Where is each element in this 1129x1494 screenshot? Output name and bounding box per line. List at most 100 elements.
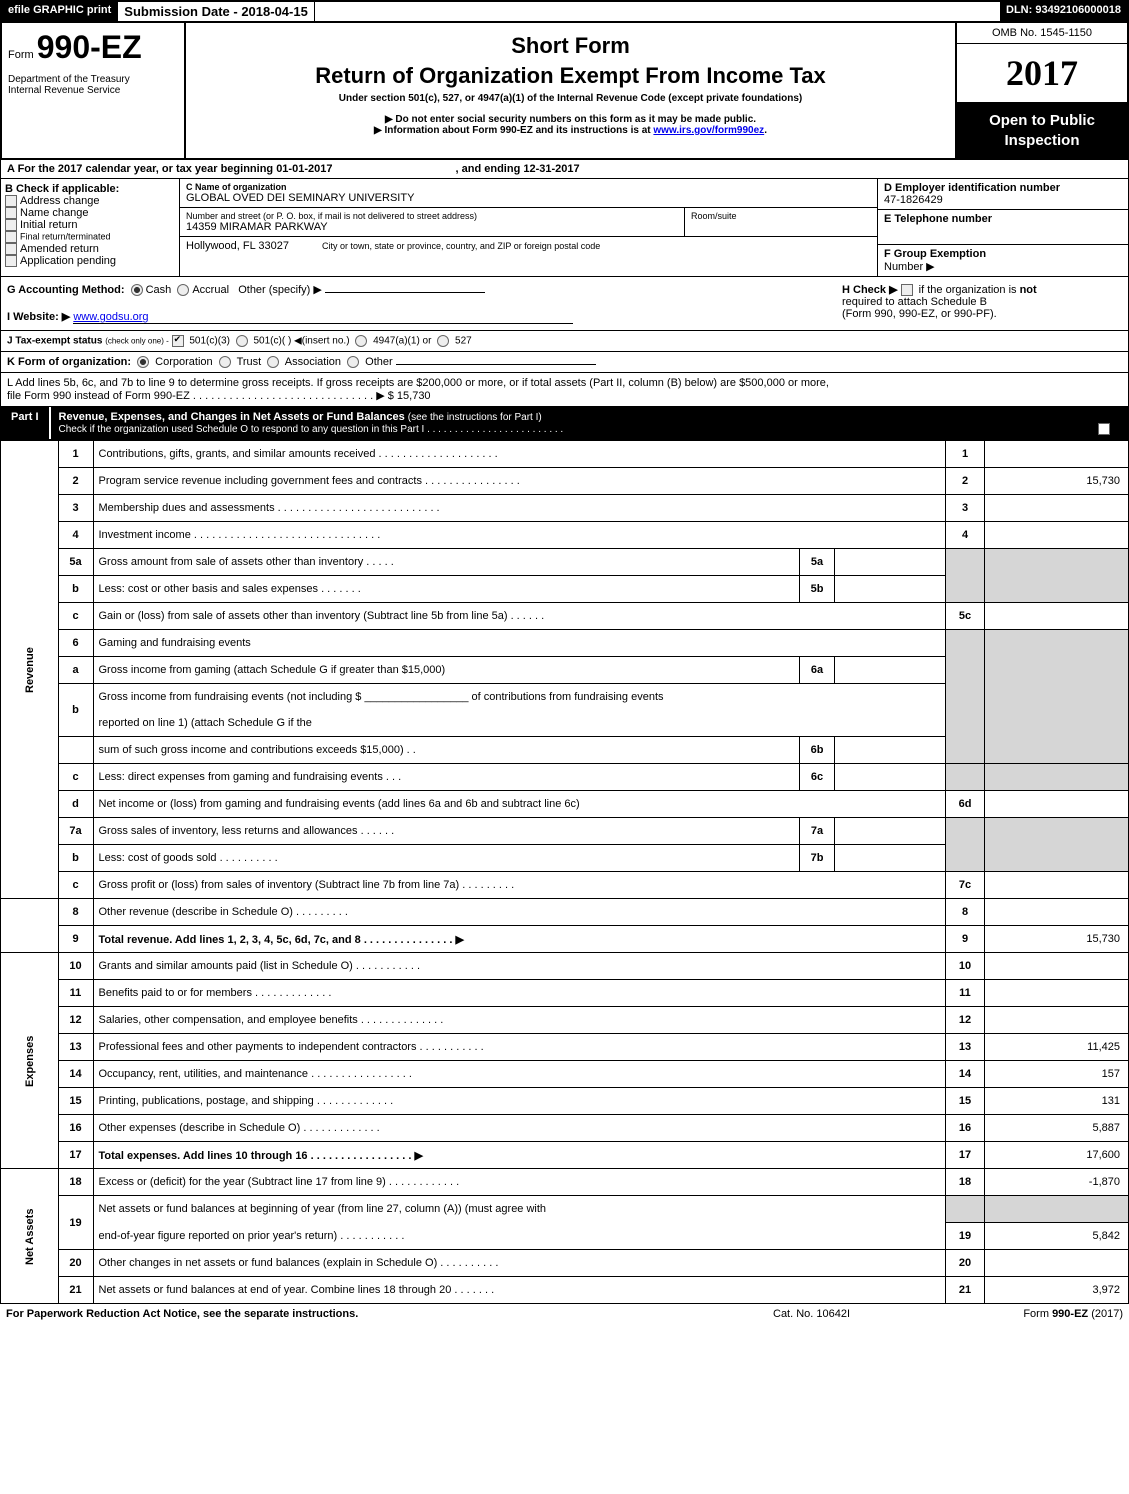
checkbox-initial-return[interactable] bbox=[5, 219, 17, 231]
radio-4947[interactable] bbox=[355, 335, 367, 347]
ln-6b: b bbox=[58, 684, 93, 737]
amtm-5a bbox=[835, 549, 946, 576]
open-public-1: Open to Public bbox=[961, 111, 1123, 131]
part1-sub: (see the instructions for Part I) bbox=[408, 412, 542, 423]
amt-14: 157 bbox=[985, 1061, 1129, 1088]
amt-19: 5,842 bbox=[985, 1223, 1129, 1250]
radio-other-org[interactable] bbox=[347, 356, 359, 368]
shade-5b bbox=[985, 549, 1129, 603]
ln-7a: 7a bbox=[58, 818, 93, 845]
c-city-label: City or town, state or province, country… bbox=[322, 241, 600, 251]
radio-527[interactable] bbox=[437, 335, 449, 347]
desc-13: Professional fees and other payments to … bbox=[93, 1034, 946, 1061]
c-name-label: C Name of organization bbox=[186, 182, 871, 192]
desc-6a: Gross income from gaming (attach Schedul… bbox=[93, 657, 800, 684]
radio-association[interactable] bbox=[267, 356, 279, 368]
footer-right: Form 990-EZ (2017) bbox=[973, 1308, 1123, 1320]
j-a: 501(c)(3) bbox=[189, 336, 230, 347]
line-a-ending: , and ending 12-31-2017 bbox=[456, 163, 580, 175]
form-prefix: Form bbox=[8, 49, 34, 61]
checkbox-application-pending[interactable] bbox=[5, 255, 17, 267]
efile-print-button[interactable]: efile GRAPHIC print bbox=[2, 2, 118, 21]
checkbox-schedule-o[interactable] bbox=[1098, 423, 1110, 435]
lnr-6d: 6d bbox=[946, 791, 985, 818]
b-final: Final return/terminated bbox=[20, 232, 111, 242]
desc-14: Occupancy, rent, utilities, and maintena… bbox=[93, 1061, 946, 1088]
desc-6b-2: reported on line 1) (attach Schedule G i… bbox=[93, 710, 946, 737]
checkbox-501c3[interactable] bbox=[172, 335, 184, 347]
checkbox-final-return[interactable] bbox=[5, 231, 17, 243]
desc-15: Printing, publications, postage, and shi… bbox=[93, 1088, 946, 1115]
f-group-label: F Group Exemption bbox=[884, 248, 1122, 260]
ln-6b-3 bbox=[58, 737, 93, 764]
amt-15: 131 bbox=[985, 1088, 1129, 1115]
checkbox-name-change[interactable] bbox=[5, 207, 17, 219]
h-text2: required to attach Schedule B bbox=[842, 296, 987, 308]
amt-20 bbox=[985, 1250, 1129, 1277]
radio-accrual[interactable] bbox=[177, 284, 189, 296]
amt-21: 3,972 bbox=[985, 1277, 1129, 1304]
section-netassets-label: Net Assets bbox=[1, 1169, 59, 1304]
radio-501c[interactable] bbox=[236, 335, 248, 347]
line-a-text: A For the 2017 calendar year, or tax yea… bbox=[7, 163, 332, 175]
ln-5a: 5a bbox=[58, 549, 93, 576]
i-label: I Website: ▶ bbox=[7, 311, 70, 323]
radio-corporation[interactable] bbox=[137, 356, 149, 368]
desc-4: Investment income . . . . . . . . . . . … bbox=[93, 522, 946, 549]
ln-4: 4 bbox=[58, 522, 93, 549]
lnr-13: 13 bbox=[946, 1034, 985, 1061]
irs-label: Internal Revenue Service bbox=[8, 85, 178, 96]
e-phone-label: E Telephone number bbox=[884, 213, 1122, 225]
b-app: Application pending bbox=[20, 255, 116, 267]
form990ez-link[interactable]: www.irs.gov/form990ez bbox=[653, 125, 764, 136]
desc-19-1: Net assets or fund balances at beginning… bbox=[93, 1196, 946, 1223]
amt-13: 11,425 bbox=[985, 1034, 1129, 1061]
desc-6c: Less: direct expenses from gaming and fu… bbox=[93, 764, 800, 791]
lnr-11: 11 bbox=[946, 980, 985, 1007]
part1-header: Part I Revenue, Expenses, and Changes in… bbox=[0, 407, 1129, 440]
d-ein-label: D Employer identification number bbox=[884, 182, 1122, 194]
desc-17: Total expenses. Add lines 10 through 16 … bbox=[93, 1142, 946, 1169]
radio-cash[interactable] bbox=[131, 284, 143, 296]
desc-3: Membership dues and assessments . . . . … bbox=[93, 495, 946, 522]
ln-12: 12 bbox=[58, 1007, 93, 1034]
org-name: GLOBAL OVED DEI SEMINARY UNIVERSITY bbox=[186, 192, 871, 204]
g-label: G Accounting Method: bbox=[7, 284, 125, 296]
checkbox-amended-return[interactable] bbox=[5, 243, 17, 255]
tax-year: 2017 bbox=[957, 44, 1127, 103]
lnr-12: 12 bbox=[946, 1007, 985, 1034]
amt-17: 17,600 bbox=[985, 1142, 1129, 1169]
lnr-20: 20 bbox=[946, 1250, 985, 1277]
checkbox-address-change[interactable] bbox=[5, 195, 17, 207]
k-other: Other bbox=[365, 356, 393, 368]
amt-2: 15,730 bbox=[985, 468, 1129, 495]
ln-6d: d bbox=[58, 791, 93, 818]
ln-2: 2 bbox=[58, 468, 93, 495]
ln-9: 9 bbox=[58, 926, 93, 953]
desc-10: Grants and similar amounts paid (list in… bbox=[93, 953, 946, 980]
website-link[interactable]: www.godsu.org bbox=[73, 311, 573, 324]
amtm-6c bbox=[835, 764, 946, 791]
form-header: Form 990-EZ Department of the Treasury I… bbox=[0, 23, 1129, 160]
ln-15: 15 bbox=[58, 1088, 93, 1115]
shade-6c bbox=[946, 764, 985, 791]
lnr-16: 16 bbox=[946, 1115, 985, 1142]
k-label: K Form of organization: bbox=[7, 356, 131, 368]
radio-trust[interactable] bbox=[219, 356, 231, 368]
part1-number: Part I bbox=[1, 407, 51, 439]
ln-17: 17 bbox=[58, 1142, 93, 1169]
part1-table: Revenue 1 Contributions, gifts, grants, … bbox=[0, 440, 1129, 1304]
lnr-19: 19 bbox=[946, 1223, 985, 1250]
amt-7c bbox=[985, 872, 1129, 899]
amt-18: -1,870 bbox=[985, 1169, 1129, 1196]
desc-21: Net assets or fund balances at end of ye… bbox=[93, 1277, 946, 1304]
shade-6c-b bbox=[985, 764, 1129, 791]
amt-5c bbox=[985, 603, 1129, 630]
open-public-2: Inspection bbox=[961, 131, 1123, 151]
lnr-17: 17 bbox=[946, 1142, 985, 1169]
desc-6d: Net income or (loss) from gaming and fun… bbox=[93, 791, 946, 818]
amtm-6a bbox=[835, 657, 946, 684]
amt-1 bbox=[985, 441, 1129, 468]
row-gh: G Accounting Method: Cash Accrual Other … bbox=[0, 277, 1129, 331]
checkbox-h[interactable] bbox=[901, 284, 913, 296]
